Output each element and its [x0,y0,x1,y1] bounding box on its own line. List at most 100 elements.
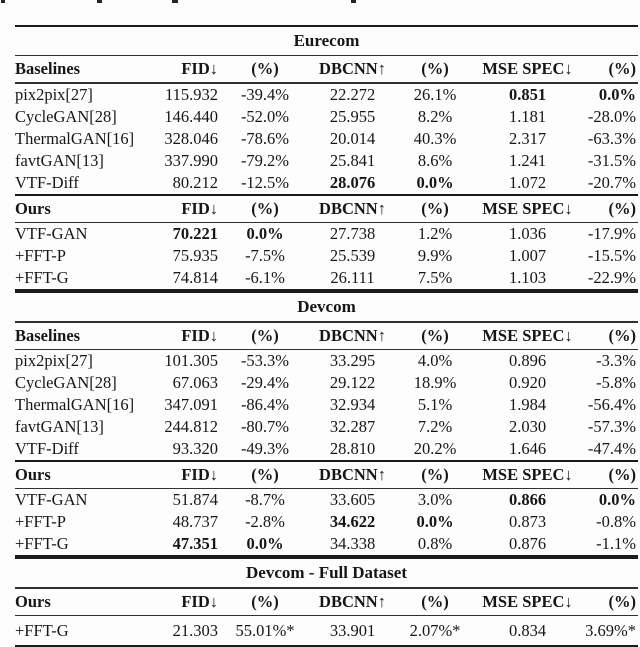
header-separator-rule [15,487,638,490]
table-cell: 28.810 [329,438,376,458]
table-cell: 51.874 [172,490,218,510]
row-label: ThermalGAN[16] [15,394,135,414]
group-header-row-baselines: Baselines FID↓ (%) DBCNN↑ (%) MSE SPEC↓ (%) [15,56,638,82]
table-row-pix2pix-27: pix2pix[27] 115.932 -39.4% 22.272 26.1% 0.851… [15,84,638,106]
table-row-fft-g: +FFT-G 74.814 -6.1% 26.111 7.5% 1.103 -22.9% [15,267,638,289]
row-label: +FFT-G [15,621,69,641]
table-cell: 48.737 [172,512,218,532]
table-cell: 347.091 [164,394,218,414]
cropped-text-fragment [1,0,5,3]
column-header: (%) [251,198,279,218]
row-label: CycleGAN[28] [15,372,117,392]
table-cell: 0.0% [246,224,284,244]
section-title: Devcom - Full Dataset [246,563,407,583]
column-header: (%) [608,198,637,218]
table-cell: -63.3% [587,128,636,148]
table-cell: 1.646 [508,438,547,458]
table-cell: -86.4% [240,394,290,414]
group-label: Ours [15,464,51,484]
table-cell: 3.69%* [585,621,636,641]
row-label: ThermalGAN[16] [15,128,135,148]
table-cell: 0.851 [508,84,547,104]
table-cell: -5.8% [596,372,636,392]
table-cell: 1.103 [508,268,547,288]
table-cell: 25.841 [329,150,376,170]
table-cell: 2.317 [508,128,547,148]
table-cell: -6.1% [245,268,285,288]
table-cell: -80.7% [240,416,290,436]
table-cell: 7.5% [417,268,453,288]
table-row-fft-g: +FFT-G 21.303 55.01%* 33.901 2.07%* 0.834 3.69… [15,616,638,645]
title-separator-rule [15,321,638,323]
table-cell: -1.1% [596,534,636,554]
group-label: Baselines [15,59,81,79]
table-row-favtgan-13: favtGAN[13] 244.812 -80.7% 32.287 7.2% 2.030 -… [15,416,638,438]
table-row-pix2pix-27: pix2pix[27] 101.305 -53.3% 33.295 4.0% 0.896 -… [15,350,638,372]
column-header: (%) [608,464,637,484]
title-separator-rule [15,587,638,589]
table-cell: 0.920 [508,372,547,392]
table-cell: -31.5% [587,150,636,170]
table-cell: -15.5% [587,246,636,266]
table-cell: 28.076 [329,172,376,192]
column-header: (%) [251,325,279,345]
section-title: Eurecom [293,31,360,50]
column-header: MSE SPEC↓ [482,464,573,484]
table-cell: 0.0% [598,490,636,510]
column-header: (%) [251,464,279,484]
table-row-cyclegan-28: CycleGAN[28] 146.440 -52.0% 25.955 8.2% 1.181… [15,106,638,128]
column-header: (%) [421,59,449,79]
table-cell: 33.605 [329,490,376,510]
table-cell: 18.9% [413,372,457,392]
table-cell: -0.8% [596,512,636,532]
section-title-row-eurecom: Eurecom [15,27,638,55]
table-cell: 3.0% [417,490,453,510]
column-header: FID↓ [181,59,218,79]
table-cell: 1.072 [508,172,547,192]
row-label: VTF-GAN [15,224,88,244]
table-cell: 244.812 [164,416,218,436]
table-cell: 20.014 [329,128,376,148]
group-header-row-baselines: Baselines FID↓ (%) DBCNN↑ (%) MSE SPEC↓ (%) [15,323,638,349]
table-cell: 0.873 [508,512,547,532]
table-cell: 21.303 [172,621,218,641]
cropped-text-fragment [351,0,356,3]
table-cell: 1.984 [508,394,547,414]
group-header-row-ours: Ours FID↓ (%) DBCNN↑ (%) MSE SPEC↓ (%) [15,196,638,222]
column-header: DBCNN↑ [319,198,386,218]
table-row-thermalgan-16: ThermalGAN[16] 347.091 -86.4% 32.934 5.1% 1.9… [15,394,638,416]
table-cell: 0.876 [508,534,547,554]
results-table: Eurecom Baselines FID↓ (%) DBCNN↑ (%) MSE SPEC… [15,25,638,647]
table-cell: 1.181 [508,106,547,126]
table-cell: -22.9% [587,268,636,288]
table-cell: 115.932 [164,84,218,104]
table-row-cyclegan-28: CycleGAN[28] 67.063 -29.4% 29.122 18.9% 0.920… [15,372,638,394]
row-label: VTF-GAN [15,490,88,510]
table-cell: -39.4% [240,84,290,104]
table-row-vtf-gan: VTF-GAN 70.221 0.0% 27.738 1.2% 1.036 -17.9% [15,223,638,245]
column-header: DBCNN↑ [319,464,386,484]
table-cell: -52.0% [240,106,290,126]
column-header: DBCNN↑ [319,325,386,345]
column-header: (%) [608,59,637,79]
table-cell: -17.9% [587,224,636,244]
table-cell: 0.0% [416,512,454,532]
section-top-rule [15,25,638,27]
table-cell: 34.338 [329,534,376,554]
row-label: VTF-Diff [15,172,79,192]
column-header: MSE SPEC↓ [482,198,573,218]
table-cell: 0.834 [508,621,547,641]
table-cell: -29.4% [240,372,290,392]
section-title-row-devcom-full-dataset: Devcom - Full Dataset [15,559,638,587]
table-cell: -47.4% [587,438,636,458]
table-cell: -20.7% [587,172,636,192]
table-cell: -8.7% [245,490,285,510]
column-header: FID↓ [181,325,218,345]
table-row-thermalgan-16: ThermalGAN[16] 328.046 -78.6% 20.014 40.3% 2.… [15,128,638,150]
group-label: Baselines [15,325,81,345]
row-label: +FFT-P [15,246,66,266]
table-cell: 27.738 [329,224,376,244]
table-cell: 2.030 [508,416,547,436]
column-header: (%) [608,325,637,345]
table-cell: 25.955 [329,106,376,126]
